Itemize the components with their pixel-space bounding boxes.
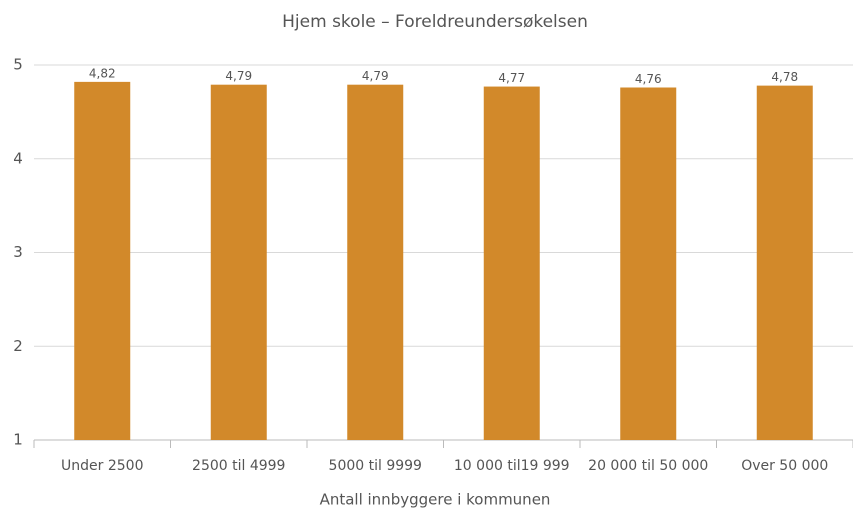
x-tick-label: Over 50 000 bbox=[741, 458, 828, 474]
data-label: 4,77 bbox=[498, 71, 525, 85]
data-label: 4,79 bbox=[225, 69, 252, 83]
bar bbox=[210, 84, 267, 440]
x-tick-label: 2500 til 4999 bbox=[192, 458, 285, 474]
x-tick-label: 10 000 til19 999 bbox=[454, 458, 570, 474]
chart-title: Hjem skole – Foreldreundersøkelsen bbox=[282, 12, 588, 32]
x-tick-label: 20 000 til 50 000 bbox=[588, 458, 708, 474]
y-tick-label: 1 bbox=[13, 431, 23, 449]
x-tick-label: Under 2500 bbox=[61, 458, 143, 474]
data-label: 4,79 bbox=[362, 69, 389, 83]
bar bbox=[756, 85, 813, 440]
data-label: 4,78 bbox=[771, 70, 798, 84]
bar bbox=[620, 87, 677, 440]
bar bbox=[74, 81, 131, 440]
x-axis-label: Antall innbyggere i kommunen bbox=[320, 491, 551, 509]
bar bbox=[347, 84, 404, 440]
y-tick-label: 2 bbox=[13, 337, 23, 355]
bar bbox=[483, 86, 540, 440]
data-label: 4,82 bbox=[89, 66, 116, 80]
x-tick-label: 5000 til 9999 bbox=[329, 458, 422, 474]
y-tick-label: 4 bbox=[13, 149, 23, 167]
y-tick-label: 3 bbox=[13, 243, 23, 261]
y-tick-label: 5 bbox=[13, 56, 23, 74]
data-label: 4,76 bbox=[635, 72, 662, 86]
